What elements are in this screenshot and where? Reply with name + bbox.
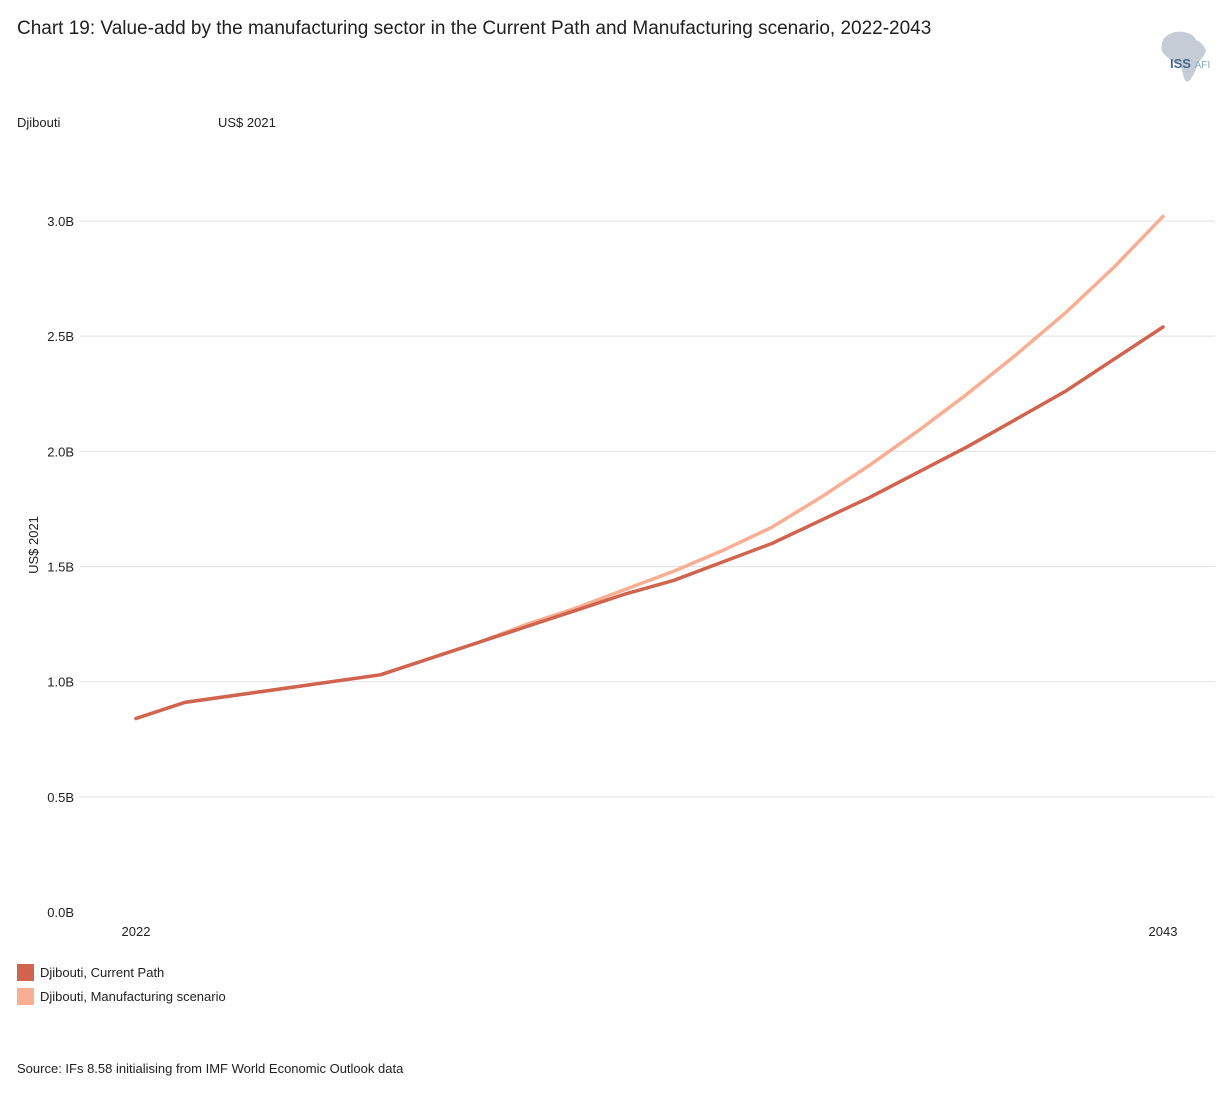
- series-line-djibouti-current-path: [134, 325, 1165, 721]
- x-tick-label: 2043: [1149, 924, 1178, 939]
- y-tick-label: 1.0B: [47, 675, 74, 690]
- y-tick-label: 2.0B: [47, 444, 74, 459]
- y-tick-label: 2.5B: [47, 329, 74, 344]
- country-label: Djibouti: [17, 115, 61, 130]
- legend-label: Djibouti, Current Path: [40, 964, 165, 980]
- source-note: Source: IFs 8.58 initialising from IMF W…: [17, 1061, 404, 1076]
- logo-wordmark: ISS AFI: [1170, 56, 1210, 71]
- x-tick-label: 2022: [122, 924, 151, 939]
- legend-label: Djibouti, Manufacturing scenario: [40, 988, 226, 1004]
- legend-swatch: [17, 987, 34, 1005]
- y-tick-label: 0.5B: [47, 790, 74, 805]
- chart-title: Chart 19: Value-add by the manufacturing…: [17, 18, 932, 39]
- legend: Djibouti, Current Path Djibouti, Manufac…: [17, 960, 226, 1008]
- logo-subtext: AFI: [1194, 60, 1211, 71]
- africa-map-logo-icon: [1161, 31, 1206, 82]
- x-axis-ticks: 2022 2043: [122, 924, 1178, 939]
- y-tick-label: 0.0B: [47, 905, 74, 920]
- unit-label: US$ 2021: [218, 115, 276, 130]
- legend-swatch: [17, 963, 34, 981]
- y-axis-ticks: 0.0B 0.5B 1.0B 1.5B 2.0B 2.5B 3.0B: [47, 214, 74, 920]
- series-line-djibouti-manufacturing-scenario: [134, 214, 1165, 721]
- y-tick-label: 3.0B: [47, 214, 74, 229]
- gridlines: [80, 220, 1215, 798]
- legend-item-current-path[interactable]: Djibouti, Current Path: [17, 960, 226, 984]
- logo-text: ISS: [1170, 56, 1191, 71]
- series-lines: [134, 214, 1165, 721]
- y-axis-label: US$ 2021: [26, 516, 41, 574]
- legend-item-manufacturing-scenario[interactable]: Djibouti, Manufacturing scenario: [17, 984, 226, 1008]
- y-tick-label: 1.5B: [47, 560, 74, 575]
